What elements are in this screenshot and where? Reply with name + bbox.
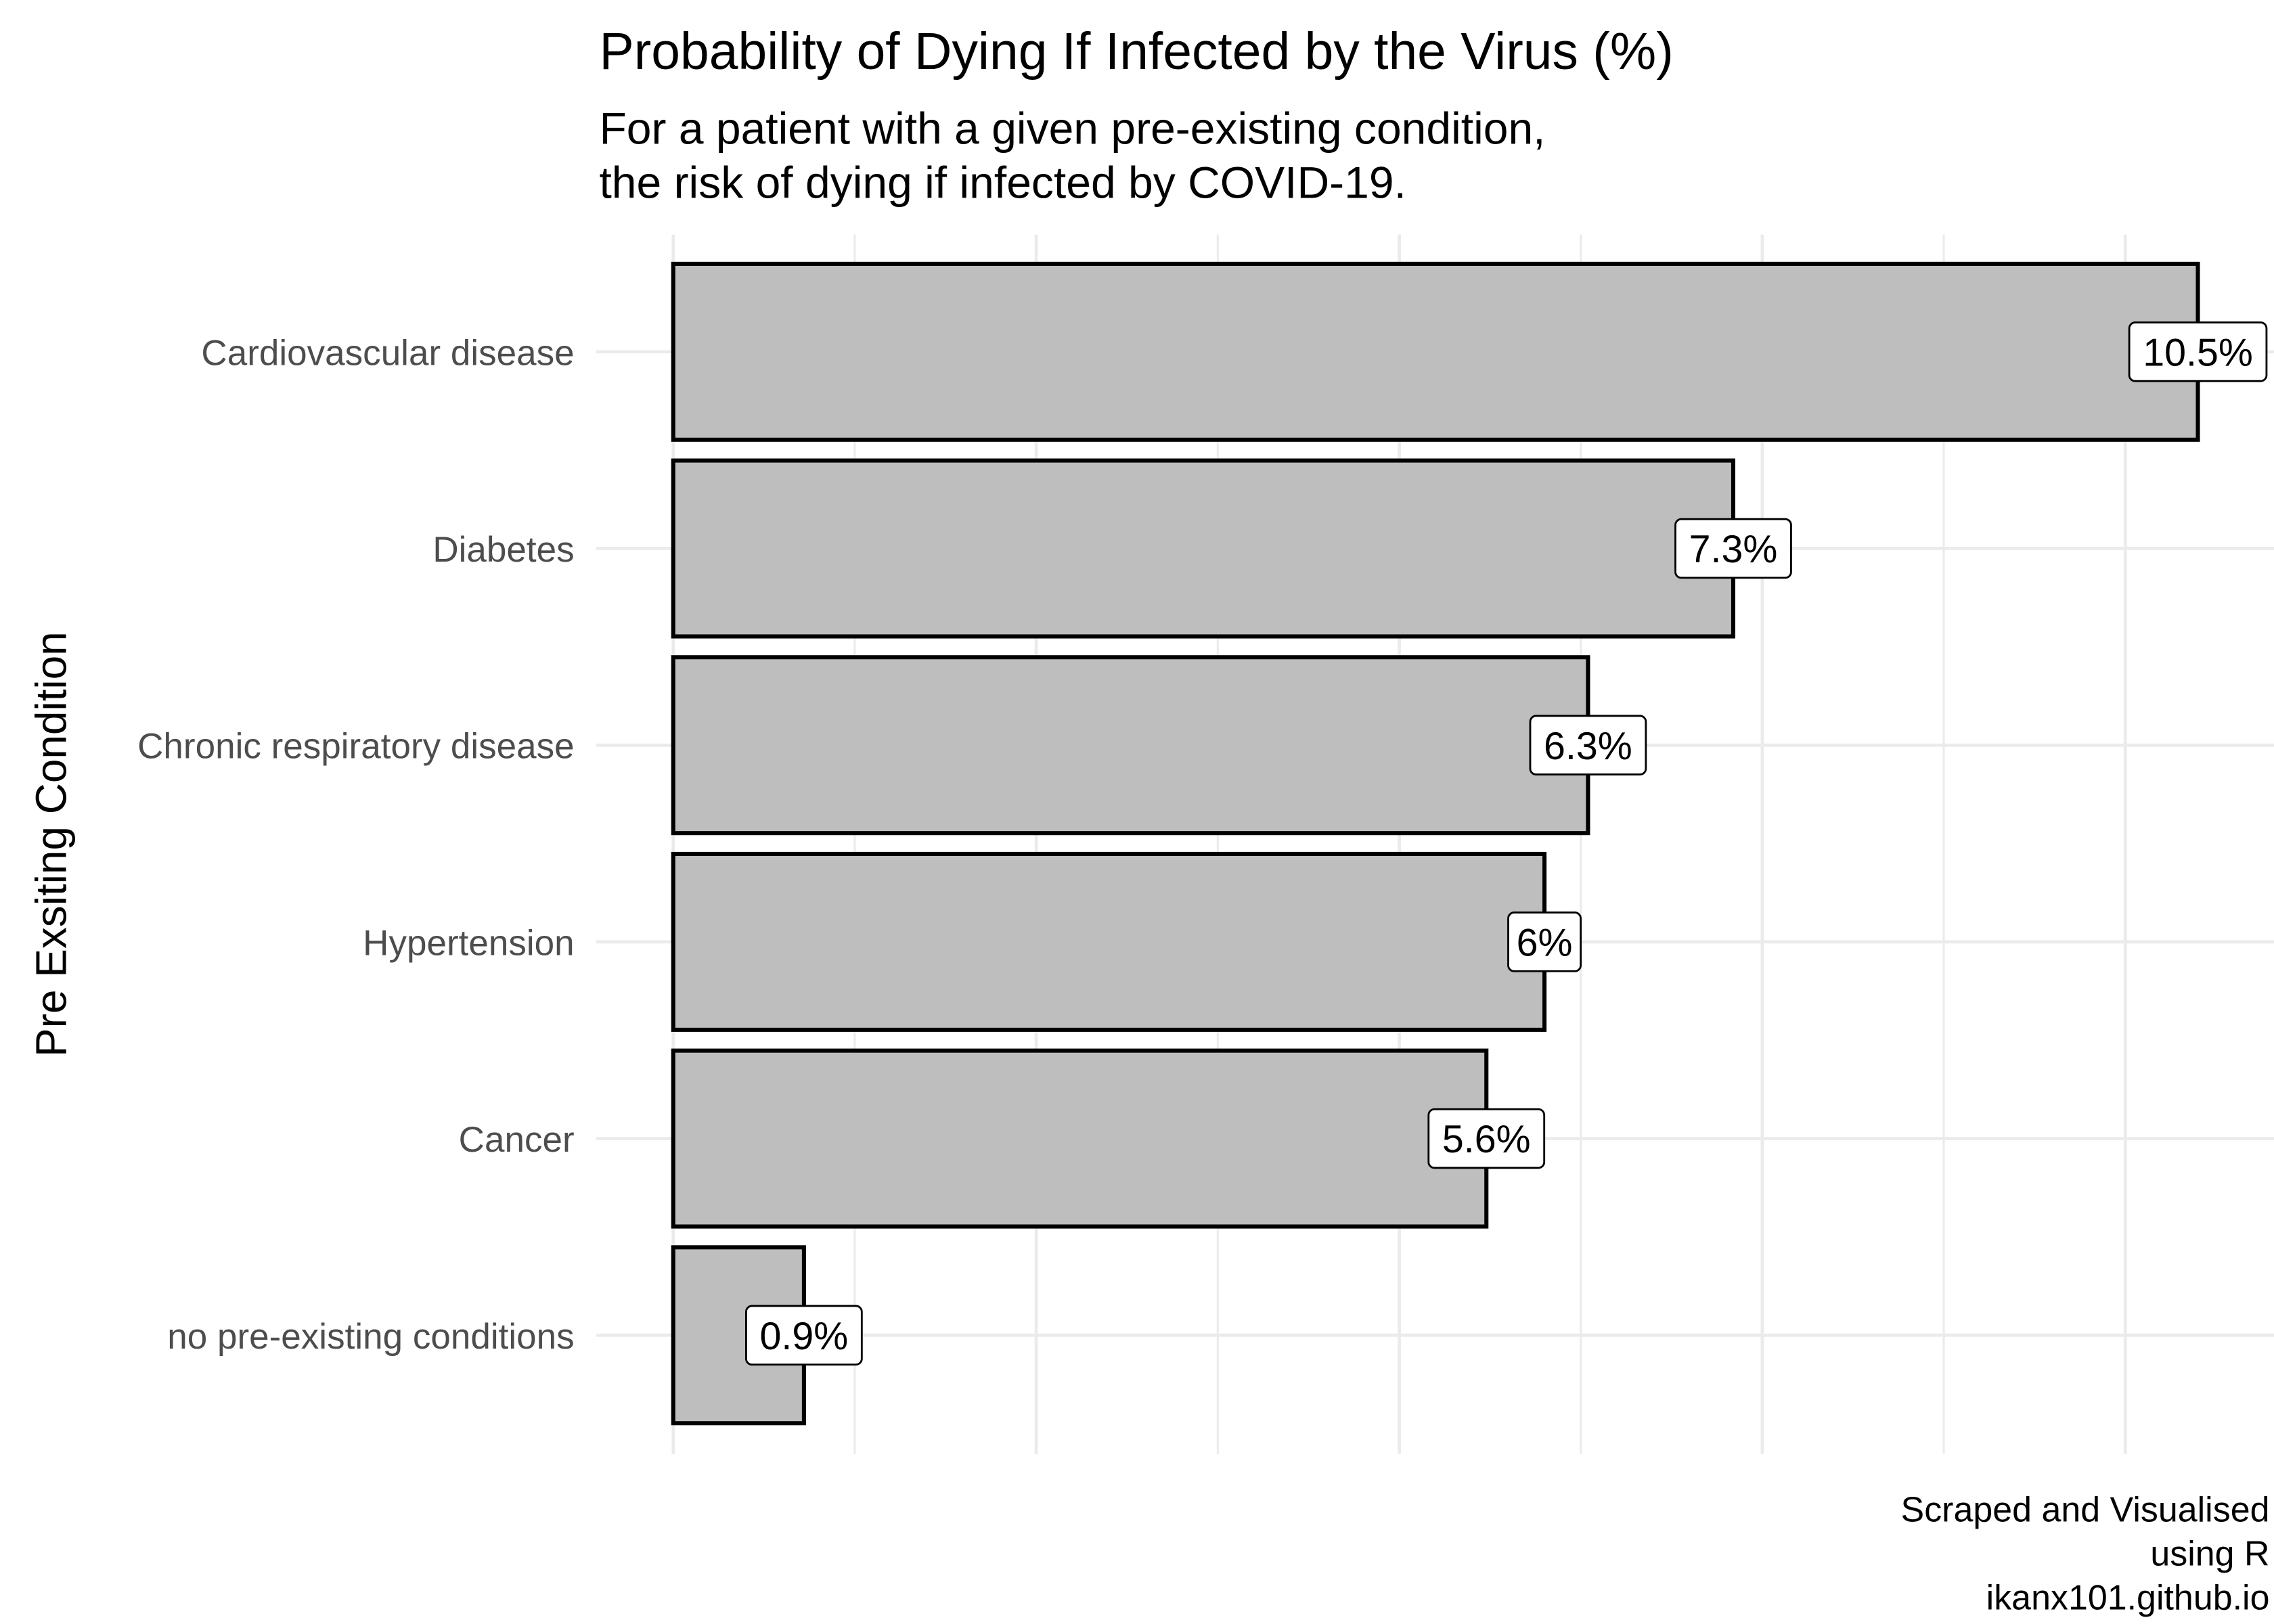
data-label: 6%: [1507, 911, 1582, 972]
data-label-box: [1674, 518, 1792, 579]
y-tick-label: Hypertension: [363, 923, 574, 963]
chart-subtitle-line-1: For a patient with a given pre-existing …: [599, 103, 1545, 153]
data-label-text: 5.6%: [1442, 1118, 1531, 1161]
data-label-text: 0.9%: [760, 1315, 849, 1358]
data-label-box: [1427, 1108, 1546, 1169]
y-tick-label: Diabetes: [432, 530, 574, 570]
bar: [671, 261, 2200, 442]
data-label: 5.6%: [1427, 1108, 1546, 1169]
y-tick-label: Cardiovascular disease: [201, 333, 574, 373]
bar: [671, 458, 1736, 639]
caption-line-1: Scraped and Visualised: [1901, 1490, 2270, 1529]
data-label: 10.5%: [2128, 321, 2268, 382]
chart-title: Probability of Dying If Infected by the …: [599, 22, 1673, 81]
data-label-text: 10.5%: [2143, 331, 2253, 374]
y-tick-label: no pre-existing conditions: [167, 1317, 574, 1357]
y-tick-labels: Cardiovascular disease Diabetes Chronic re…: [137, 333, 575, 1356]
data-label-box: [2128, 321, 2268, 382]
data-label-text: 6%: [1517, 921, 1573, 964]
data-label: 7.3%: [1674, 518, 1792, 579]
caption-line-3: ikanx101.github.io: [1986, 1578, 2270, 1617]
y-tick-label: Cancer: [459, 1120, 575, 1160]
chart-subtitle-line-2: the risk of dying if infected by COVID-1…: [599, 157, 1406, 207]
bar: [671, 851, 1547, 1032]
data-label-box: [1507, 911, 1582, 972]
caption-line-2: using R: [2150, 1534, 2269, 1573]
bar: [671, 655, 1590, 836]
bar: [671, 1048, 1489, 1229]
data-label: 0.9%: [745, 1305, 863, 1366]
data-label-box: [745, 1305, 863, 1366]
y-axis-label: Pre Exsiting Condition: [26, 631, 75, 1057]
bars: [671, 261, 2200, 1426]
data-label: 6.3%: [1529, 715, 1647, 775]
data-label-box: [1529, 715, 1647, 775]
data-labels: 10.5% 7.3% 6.3% 6% 5.6% 0.9%: [745, 321, 2268, 1366]
y-tick-label: Chronic respiratory disease: [137, 727, 575, 767]
data-label-text: 6.3%: [1544, 725, 1632, 768]
data-label-text: 7.3%: [1689, 528, 1778, 571]
